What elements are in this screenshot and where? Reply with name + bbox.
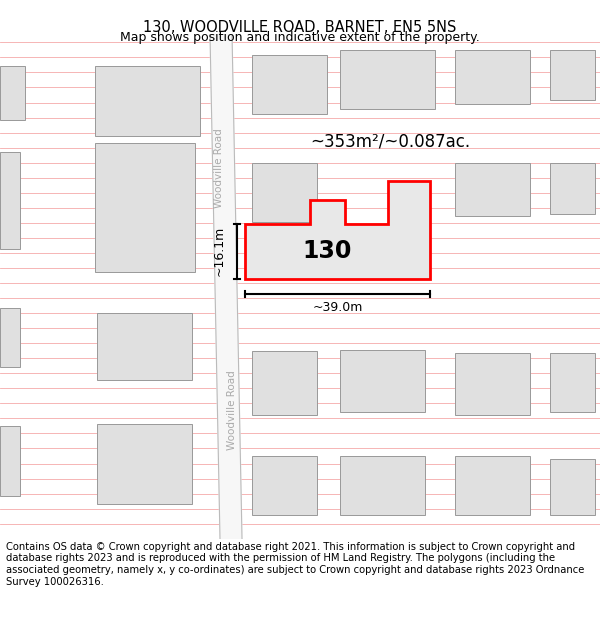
Bar: [0, 152, 20, 249]
Text: 130: 130: [303, 239, 352, 263]
Bar: [97, 424, 192, 504]
Bar: [550, 353, 595, 412]
Text: ~16.1m: ~16.1m: [212, 226, 226, 276]
Bar: [252, 162, 317, 222]
Bar: [252, 351, 317, 415]
Text: Contains OS data © Crown copyright and database right 2021. This information is : Contains OS data © Crown copyright and d…: [6, 542, 584, 587]
Bar: [340, 50, 435, 109]
Bar: [455, 456, 530, 515]
Bar: [97, 313, 192, 380]
Text: Map shows position and indicative extent of the property.: Map shows position and indicative extent…: [120, 31, 480, 44]
Bar: [0, 426, 20, 496]
Bar: [455, 162, 530, 216]
Bar: [550, 162, 595, 214]
Polygon shape: [210, 34, 242, 539]
Bar: [455, 353, 530, 415]
Bar: [0, 308, 20, 367]
Text: Woodville Road: Woodville Road: [214, 128, 224, 208]
Bar: [0, 66, 25, 120]
Bar: [340, 349, 425, 412]
Bar: [95, 143, 195, 272]
Text: ~39.0m: ~39.0m: [313, 301, 362, 314]
Bar: [340, 456, 425, 515]
Text: ~353m²/~0.087ac.: ~353m²/~0.087ac.: [310, 132, 470, 150]
Bar: [252, 456, 317, 515]
Bar: [252, 55, 327, 114]
Polygon shape: [245, 181, 430, 279]
Bar: [550, 50, 595, 101]
Text: 130, WOODVILLE ROAD, BARNET, EN5 5NS: 130, WOODVILLE ROAD, BARNET, EN5 5NS: [143, 20, 457, 35]
Bar: [455, 50, 530, 104]
Bar: [550, 459, 595, 515]
Bar: [95, 66, 200, 136]
Text: Woodville Road: Woodville Road: [227, 370, 237, 450]
